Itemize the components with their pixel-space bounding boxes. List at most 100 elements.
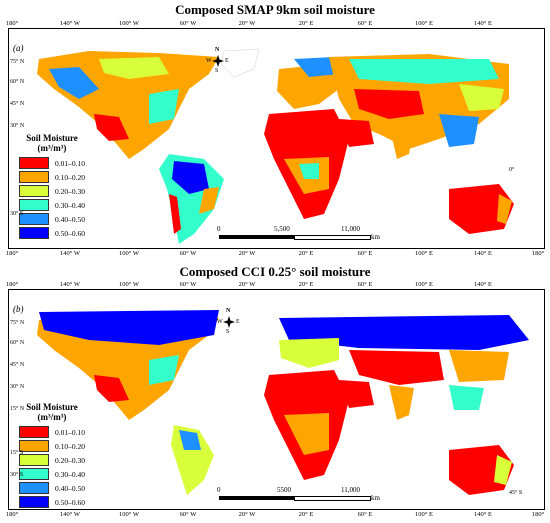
lon-tick: 100° W (119, 20, 139, 27)
legend-class-1: 0.01–0.10 (19, 425, 85, 439)
lon-tick: 180° (531, 511, 545, 518)
compass-w: W (206, 58, 212, 64)
compass-rose-icon (223, 316, 235, 328)
north-america-wet-west (49, 67, 99, 99)
lat-tick: 15° N (10, 406, 25, 412)
eurasia-north (279, 315, 529, 350)
legend-swatch (19, 199, 49, 211)
lon-tick: 20° W (238, 250, 256, 257)
panel-b-label: (b) (13, 304, 24, 314)
legend-swatch (19, 482, 49, 494)
lon-tick: 140° W (60, 20, 80, 27)
legend-swatch (19, 454, 49, 466)
north-america-north (99, 57, 169, 79)
asia-east (459, 84, 504, 111)
lon-tick: 140° E (474, 20, 492, 27)
asia-southeast (439, 114, 479, 147)
panel-b-scalebar: 0 5500 11,000 km (217, 486, 389, 506)
legend-swatch (19, 185, 49, 197)
panel-a-map: (a) N W E S Soil Moisture (m³/m³) 0.01–0… (8, 28, 545, 249)
australia-east (494, 455, 512, 485)
lon-tick: 180° (5, 511, 19, 518)
lon-tick: 100° W (119, 250, 139, 257)
lon-tick: 60° E (357, 20, 373, 27)
india-landmass (389, 385, 414, 420)
legend-class-4: 0.30–0.40 (19, 467, 85, 481)
legend-swatch (19, 227, 49, 239)
scale-bar-black (219, 496, 294, 500)
panel-a-map-svg (37, 48, 514, 244)
north-arrow: N W E S (206, 47, 230, 75)
panel-b-map: (b) N W E S Soil Moisture (m³/m³) 0.01–0… (8, 289, 545, 510)
lon-tick: 20° E (298, 281, 314, 288)
compass-s: S (215, 68, 219, 74)
lon-tick: 60° W (179, 511, 197, 518)
lon-tick: 20° E (298, 20, 314, 27)
lon-tick: 100° E (415, 20, 433, 27)
legend-title: Soil Moisture (26, 133, 78, 143)
scale-label-unit: km (371, 494, 380, 502)
panel-a-label: (a) (13, 43, 24, 53)
legend-class-5: 0.40–0.50 (19, 212, 85, 226)
north-america-arid-southwest (94, 375, 129, 402)
lon-tick: 20° W (238, 511, 256, 518)
compass-rose-icon (212, 55, 224, 67)
legend-class-3: 0.20–0.30 (19, 453, 85, 467)
legend-swatch (19, 468, 49, 480)
compass-n: N (226, 308, 231, 314)
panel-a-title: Composed SMAP 9km soil moisture (175, 2, 375, 17)
panel-b-map-svg (37, 310, 529, 495)
lon-tick: 100° E (415, 250, 433, 257)
scale-bar-white (294, 235, 371, 240)
legend-swatch (19, 171, 49, 183)
scale-label-mid: 5500 (277, 486, 291, 494)
south-america-amazon (179, 430, 201, 450)
legend-swatch (19, 426, 49, 438)
lon-tick: 140° E (474, 511, 492, 518)
lon-tick: 140° E (474, 281, 492, 288)
panel-b-legend: Soil Moisture (m³/m³) 0.01–0.10 0.10–0.2… (19, 402, 85, 509)
panel-a-legend: Soil Moisture (m³/m³) 0.01–0.10 0.10–0.2… (19, 133, 85, 240)
legend-class-3: 0.20–0.30 (19, 184, 85, 198)
lat-tick: 45° N (10, 101, 25, 107)
legend-class-2: 0.10–0.20 (19, 170, 85, 184)
compass-n: N (215, 47, 220, 53)
india-landmass (389, 124, 414, 159)
lon-tick: 180° (531, 250, 545, 257)
legend-class-4: 0.30–0.40 (19, 198, 85, 212)
asia-central-arid (349, 350, 444, 385)
lat-tick: 60° N (10, 340, 25, 346)
legend-swatch (19, 213, 49, 225)
legend-title: Soil Moisture (26, 402, 78, 412)
lon-tick: 100° E (415, 511, 433, 518)
scale-label-0: 0 (217, 486, 221, 494)
scale-label-0: 0 (217, 225, 221, 233)
lat-tick: 75° N (10, 59, 25, 65)
lat-tick: 30° N (10, 384, 25, 390)
south-america-landmass (171, 425, 214, 495)
lat-tick: 30° S (10, 472, 24, 478)
lat-tick: 30° S (10, 211, 24, 217)
legend-unit: (m³/m³) (37, 143, 67, 153)
north-arrow: N W E S (217, 308, 241, 336)
scale-label-mid: 5,500 (274, 225, 290, 233)
asia-east (449, 350, 509, 382)
compass-w: W (217, 319, 223, 325)
lat-tick: 0° (509, 167, 515, 173)
scale-label-max: 11,000 (341, 486, 360, 494)
legend-class-1: 0.01–0.10 (19, 156, 85, 170)
australia-east (497, 194, 512, 224)
legend-swatch (19, 440, 49, 452)
legend-swatch (19, 496, 49, 508)
lon-tick: 60° E (357, 250, 373, 257)
lon-tick: 20° E (298, 511, 314, 518)
lat-tick: 45° S (509, 490, 523, 496)
lon-tick: 20° E (298, 250, 314, 257)
scale-bar-black (219, 235, 294, 239)
lon-tick: 60° W (179, 281, 197, 288)
north-america-humid-east (149, 89, 179, 124)
europe-north (294, 57, 339, 77)
panel-a-scalebar: 0 5,500 11,000 km (217, 225, 389, 245)
lon-tick: 180° (5, 250, 19, 257)
scale-label-unit: km (371, 233, 380, 241)
